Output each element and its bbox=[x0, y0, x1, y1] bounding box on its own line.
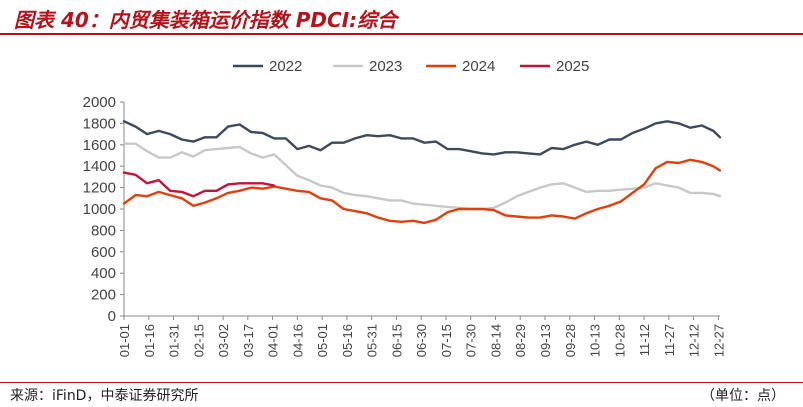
x-tick-label: 08-14 bbox=[488, 324, 503, 357]
y-tick-label: 600 bbox=[91, 244, 116, 261]
y-tick-label: 800 bbox=[91, 222, 116, 239]
x-tick-label: 01-31 bbox=[167, 324, 182, 357]
x-tick-label: 05-16 bbox=[340, 324, 355, 357]
source-note: 来源：iFinD，中泰证券研究所 bbox=[10, 388, 199, 404]
x-tick-label: 08-29 bbox=[513, 324, 528, 357]
x-tick-label: 07-30 bbox=[464, 324, 479, 357]
plot-lines bbox=[122, 120, 722, 225]
x-tick-label: 12-12 bbox=[687, 324, 702, 357]
x-tick-label: 03-02 bbox=[216, 324, 231, 357]
series-line-2022 bbox=[122, 120, 722, 156]
x-tick-label: 06-30 bbox=[414, 324, 429, 357]
y-tick-label: 1000 bbox=[83, 201, 116, 218]
y-tick-label: 1400 bbox=[83, 158, 116, 175]
x-tick-label: 03-17 bbox=[241, 324, 256, 357]
title-rule bbox=[0, 33, 803, 35]
x-tick-label: 09-28 bbox=[563, 324, 578, 357]
footer-rule bbox=[0, 382, 803, 383]
x-tick-label: 05-01 bbox=[315, 324, 330, 357]
y-tick-label: 400 bbox=[91, 265, 116, 282]
x-tick-label: 06-15 bbox=[389, 324, 404, 357]
series-line-2024 bbox=[122, 158, 722, 225]
series-line-2023 bbox=[122, 142, 722, 211]
x-axis: 01-01 01-16 01-31 02-15 03-02 03-17 04-01 04-16… bbox=[117, 315, 726, 357]
x-tick-label: 10-13 bbox=[588, 324, 603, 357]
chart-title: 图表 40：内贸集装箱运价指数 PDCI:综合 bbox=[14, 8, 398, 32]
x-tick-label: 11-12 bbox=[637, 324, 652, 356]
x-tick-label: 04-16 bbox=[290, 324, 305, 357]
x-tick-label: 01-01 bbox=[117, 324, 132, 357]
legend-label-2022: 2022 bbox=[269, 58, 302, 75]
y-tick-label: 2000 bbox=[83, 94, 116, 111]
series-line-2025 bbox=[122, 171, 276, 198]
y-tick-label: 1600 bbox=[83, 137, 116, 154]
y-tick-label: 200 bbox=[91, 287, 116, 304]
y-tick-label: 0 bbox=[108, 308, 116, 325]
unit-note: （单位：点） bbox=[701, 388, 785, 404]
x-tick-label: 10-28 bbox=[612, 324, 627, 357]
x-tick-label: 05-31 bbox=[365, 324, 380, 357]
legend: 2022 2023 2024 2025 bbox=[233, 58, 589, 75]
x-tick-label: 07-15 bbox=[439, 324, 454, 357]
chart-canvas: 2022 2023 2024 2025 0 200 400 600 800 1000 1200 14… bbox=[83, 58, 727, 357]
y-axis: 0 200 400 600 800 1000 1200 1400 1600 1800 2000 bbox=[83, 94, 125, 325]
x-tick-label: 04-01 bbox=[266, 324, 281, 357]
legend-label-2025: 2025 bbox=[556, 58, 589, 75]
x-tick-label: 11-27 bbox=[662, 324, 677, 356]
legend-label-2023: 2023 bbox=[369, 58, 402, 75]
y-tick-label: 1200 bbox=[83, 180, 116, 197]
legend-label-2024: 2024 bbox=[462, 58, 495, 75]
y-tick-label: 1800 bbox=[83, 115, 116, 132]
x-tick-label: 02-15 bbox=[191, 324, 206, 357]
x-tick-label: 12-27 bbox=[711, 324, 726, 357]
x-tick-label: 09-13 bbox=[538, 324, 553, 357]
x-tick-label: 01-16 bbox=[142, 324, 157, 357]
